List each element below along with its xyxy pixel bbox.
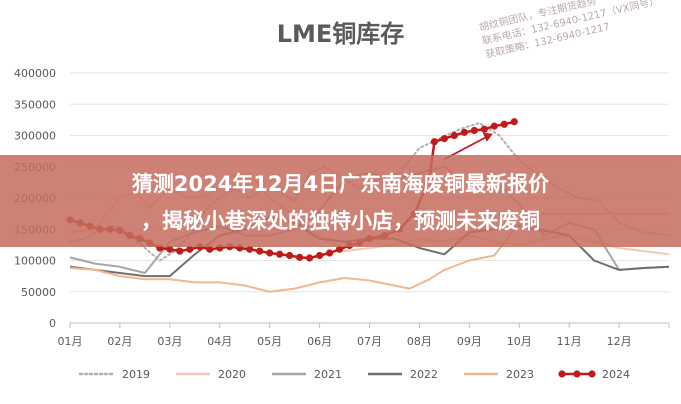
x-tick-label: 10月	[507, 335, 532, 348]
series-point-2024	[510, 118, 518, 126]
legend-label-2021: 2021	[314, 368, 342, 381]
series-point-2024	[206, 245, 214, 253]
chart-title: LME铜库存	[276, 20, 405, 48]
y-tick-label: 400000	[14, 67, 56, 80]
trend-arrow-head	[482, 132, 493, 142]
x-tick-label: 01月	[58, 335, 83, 348]
x-tick-label: 05月	[257, 335, 282, 348]
legend-marker-2024	[558, 370, 566, 378]
x-tick-label: 04月	[207, 335, 232, 348]
series-point-2024	[325, 249, 334, 257]
series-point-2024	[500, 120, 508, 128]
y-tick-label: 350000	[14, 98, 56, 111]
x-tick-label: 11月	[557, 335, 582, 348]
legend-marker-2024	[588, 370, 596, 378]
x-tick-label: 08月	[407, 335, 432, 348]
x-tick-label: 03月	[157, 335, 182, 348]
series-point-2024	[306, 254, 314, 262]
series-point-2024	[460, 128, 468, 136]
x-tick-label: 02月	[107, 335, 132, 348]
series-point-2024	[166, 245, 174, 253]
legend-label-2024: 2024	[602, 368, 630, 381]
series-point-2024	[450, 131, 458, 140]
y-tick-label: 100000	[14, 255, 56, 268]
x-tick-label: 06月	[307, 335, 332, 348]
series-point-2024	[335, 245, 344, 253]
legend-label-2019: 2019	[122, 368, 150, 381]
headline-line-2: ，揭秘小巷深处的独特小店，预测未来废铜	[141, 209, 540, 233]
y-tick-label: 0	[49, 317, 56, 330]
x-tick-label: 07月	[357, 335, 382, 348]
legend-marker-2024	[573, 370, 581, 378]
headline-banner	[0, 155, 681, 247]
series-point-2024	[315, 251, 324, 260]
x-tick-label: 09月	[457, 335, 482, 348]
series-point-2024	[286, 251, 294, 260]
series-point-2024	[276, 250, 284, 258]
legend: 2019 2020 2021 2022 2023 2024	[78, 368, 630, 381]
series-point-2024	[256, 247, 264, 255]
headline-line-1: 猜测2024年12月4日广东南海废铜最新报价	[131, 172, 550, 196]
series-point-2024	[266, 249, 274, 257]
series-point-2024	[470, 126, 478, 135]
series-point-2024	[186, 245, 194, 253]
series-point-2024	[246, 245, 254, 253]
x-tick-label: 12月	[607, 335, 632, 348]
legend-label-2023: 2023	[506, 368, 534, 381]
series-point-2024	[176, 247, 184, 255]
y-tick-label: 50000	[21, 286, 56, 299]
legend-label-2022: 2022	[410, 368, 438, 381]
series-point-2024	[430, 138, 438, 146]
y-tick-label: 300000	[14, 130, 56, 143]
series-point-2024	[296, 253, 304, 261]
series-point-2024	[480, 125, 488, 133]
series-point-2024	[440, 135, 448, 143]
series-point-2024	[490, 122, 498, 130]
legend-label-2020: 2020	[218, 368, 246, 381]
